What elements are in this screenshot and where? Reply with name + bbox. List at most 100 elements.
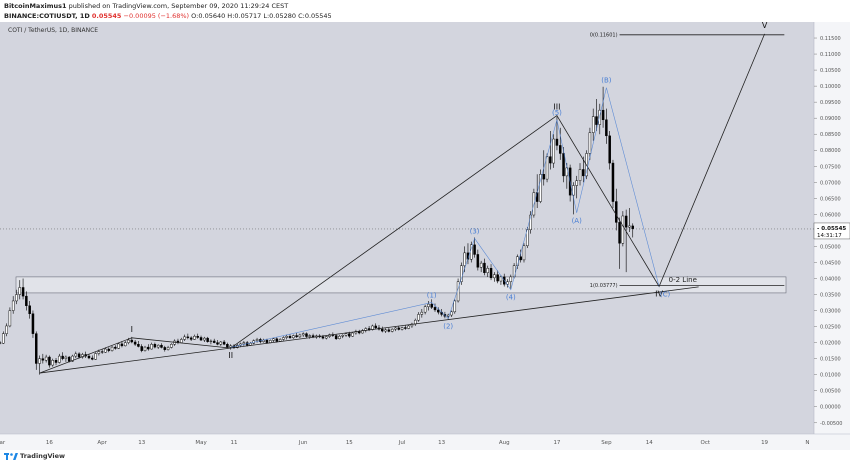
candle-body xyxy=(196,335,199,338)
candle xyxy=(433,303,437,312)
y-tick-label: 0.05000 xyxy=(820,244,841,250)
candle-body xyxy=(189,337,193,340)
candle xyxy=(193,334,196,341)
x-tick-label: Aug xyxy=(499,440,510,446)
price-change: −0.00095 (−1.68%) xyxy=(123,12,190,20)
candle xyxy=(189,336,193,342)
candle xyxy=(48,355,51,368)
candle-body xyxy=(282,337,285,340)
candle-body xyxy=(535,192,539,202)
tradingview-brand[interactable]: TradingView xyxy=(20,452,66,460)
candle-body xyxy=(384,329,387,332)
candle xyxy=(430,299,433,309)
candle xyxy=(552,134,555,168)
candle-body xyxy=(529,214,532,230)
candle xyxy=(618,217,621,269)
candle xyxy=(506,279,509,288)
candle xyxy=(555,116,559,151)
y-tick-label: 0.03000 xyxy=(820,309,841,315)
candle xyxy=(397,325,401,331)
candle xyxy=(140,344,143,353)
candle-body xyxy=(74,353,78,357)
candle-body xyxy=(615,201,618,223)
candle-body xyxy=(591,116,595,133)
candle xyxy=(222,340,226,346)
candle xyxy=(163,345,167,352)
candle-body xyxy=(624,215,628,228)
candle-body xyxy=(321,336,325,339)
y-tick-label: 0.07500 xyxy=(820,164,841,170)
candle-body xyxy=(140,346,143,351)
y-tick-label: 0.06000 xyxy=(820,212,841,218)
candle-body xyxy=(341,335,344,337)
candle-body xyxy=(519,256,522,261)
candle xyxy=(417,312,420,322)
candle-body xyxy=(506,281,509,285)
candle-body xyxy=(28,305,31,314)
candle-body xyxy=(542,174,546,180)
candle xyxy=(351,332,354,337)
candle xyxy=(160,343,163,349)
x-tick-label: N xyxy=(805,440,809,446)
candle xyxy=(114,345,117,350)
candle-body xyxy=(193,335,196,340)
candle xyxy=(137,341,140,348)
candle-body xyxy=(120,343,124,347)
time-axis-panel xyxy=(0,434,850,450)
candle xyxy=(374,323,377,330)
candle-body xyxy=(400,327,404,330)
candle xyxy=(54,358,58,366)
y-tick-label: 0.10500 xyxy=(820,68,841,74)
candle xyxy=(588,127,592,160)
x-tick-label: 14 xyxy=(646,440,653,446)
candlestick-chart[interactable]: COTI / TetherUS, 1D, BINANCE 0.11500 0.11… xyxy=(0,22,850,450)
candle-body xyxy=(242,342,246,345)
candle xyxy=(295,333,298,338)
candle-body xyxy=(499,276,503,282)
main-wave-label: I xyxy=(131,325,133,334)
author[interactable]: BitcoinMaximus1 xyxy=(4,2,67,10)
candle-body xyxy=(216,342,219,345)
candle xyxy=(110,345,114,352)
candle-body xyxy=(427,303,430,307)
candle xyxy=(539,169,542,204)
candle xyxy=(2,331,5,344)
y-tick-label: 0.09000 xyxy=(820,116,841,122)
symbol: BINANCE:COTIUSDT, 1D xyxy=(4,12,90,20)
candle-body xyxy=(11,300,15,311)
candle-body xyxy=(150,344,153,350)
candle xyxy=(493,272,496,282)
candle-body xyxy=(110,346,114,351)
candle-body xyxy=(433,307,437,311)
candle-body xyxy=(288,335,292,339)
candle-body xyxy=(236,344,239,348)
candle-body xyxy=(558,145,562,154)
candle xyxy=(196,333,199,339)
candle-body xyxy=(100,351,104,353)
candle-body xyxy=(351,332,354,337)
candle xyxy=(305,332,308,338)
candle-body xyxy=(206,337,209,342)
symbol-line: BINANCE:COTIUSDT, 1D 0.05545 −0.00095 (−… xyxy=(4,12,332,20)
x-tick-label: 13 xyxy=(138,440,145,446)
candle xyxy=(15,289,18,305)
candle-body xyxy=(222,341,226,345)
fib-level-label: 0(0.11601) xyxy=(590,32,618,38)
candle xyxy=(549,131,552,170)
candle-body xyxy=(374,325,377,329)
candle-body xyxy=(486,268,489,273)
candle-body xyxy=(549,156,552,164)
main-wave-label: IV xyxy=(655,290,663,299)
candle-body xyxy=(628,225,631,228)
y-tick-label: 0.11500 xyxy=(820,36,841,42)
x-tick-label: Sep xyxy=(601,440,612,446)
chart-header: BitcoinMaximus1 published on TradingView… xyxy=(0,0,850,22)
candle-body xyxy=(417,314,420,321)
candle-body xyxy=(77,353,81,358)
candle-body xyxy=(493,274,496,279)
candle xyxy=(479,260,483,273)
symbol-legend: COTI / TetherUS, 1D, BINANCE xyxy=(8,27,98,34)
sub-wave-label: (4) xyxy=(506,294,516,302)
x-tick-label: 17 xyxy=(553,440,560,446)
candle-body xyxy=(51,360,54,366)
